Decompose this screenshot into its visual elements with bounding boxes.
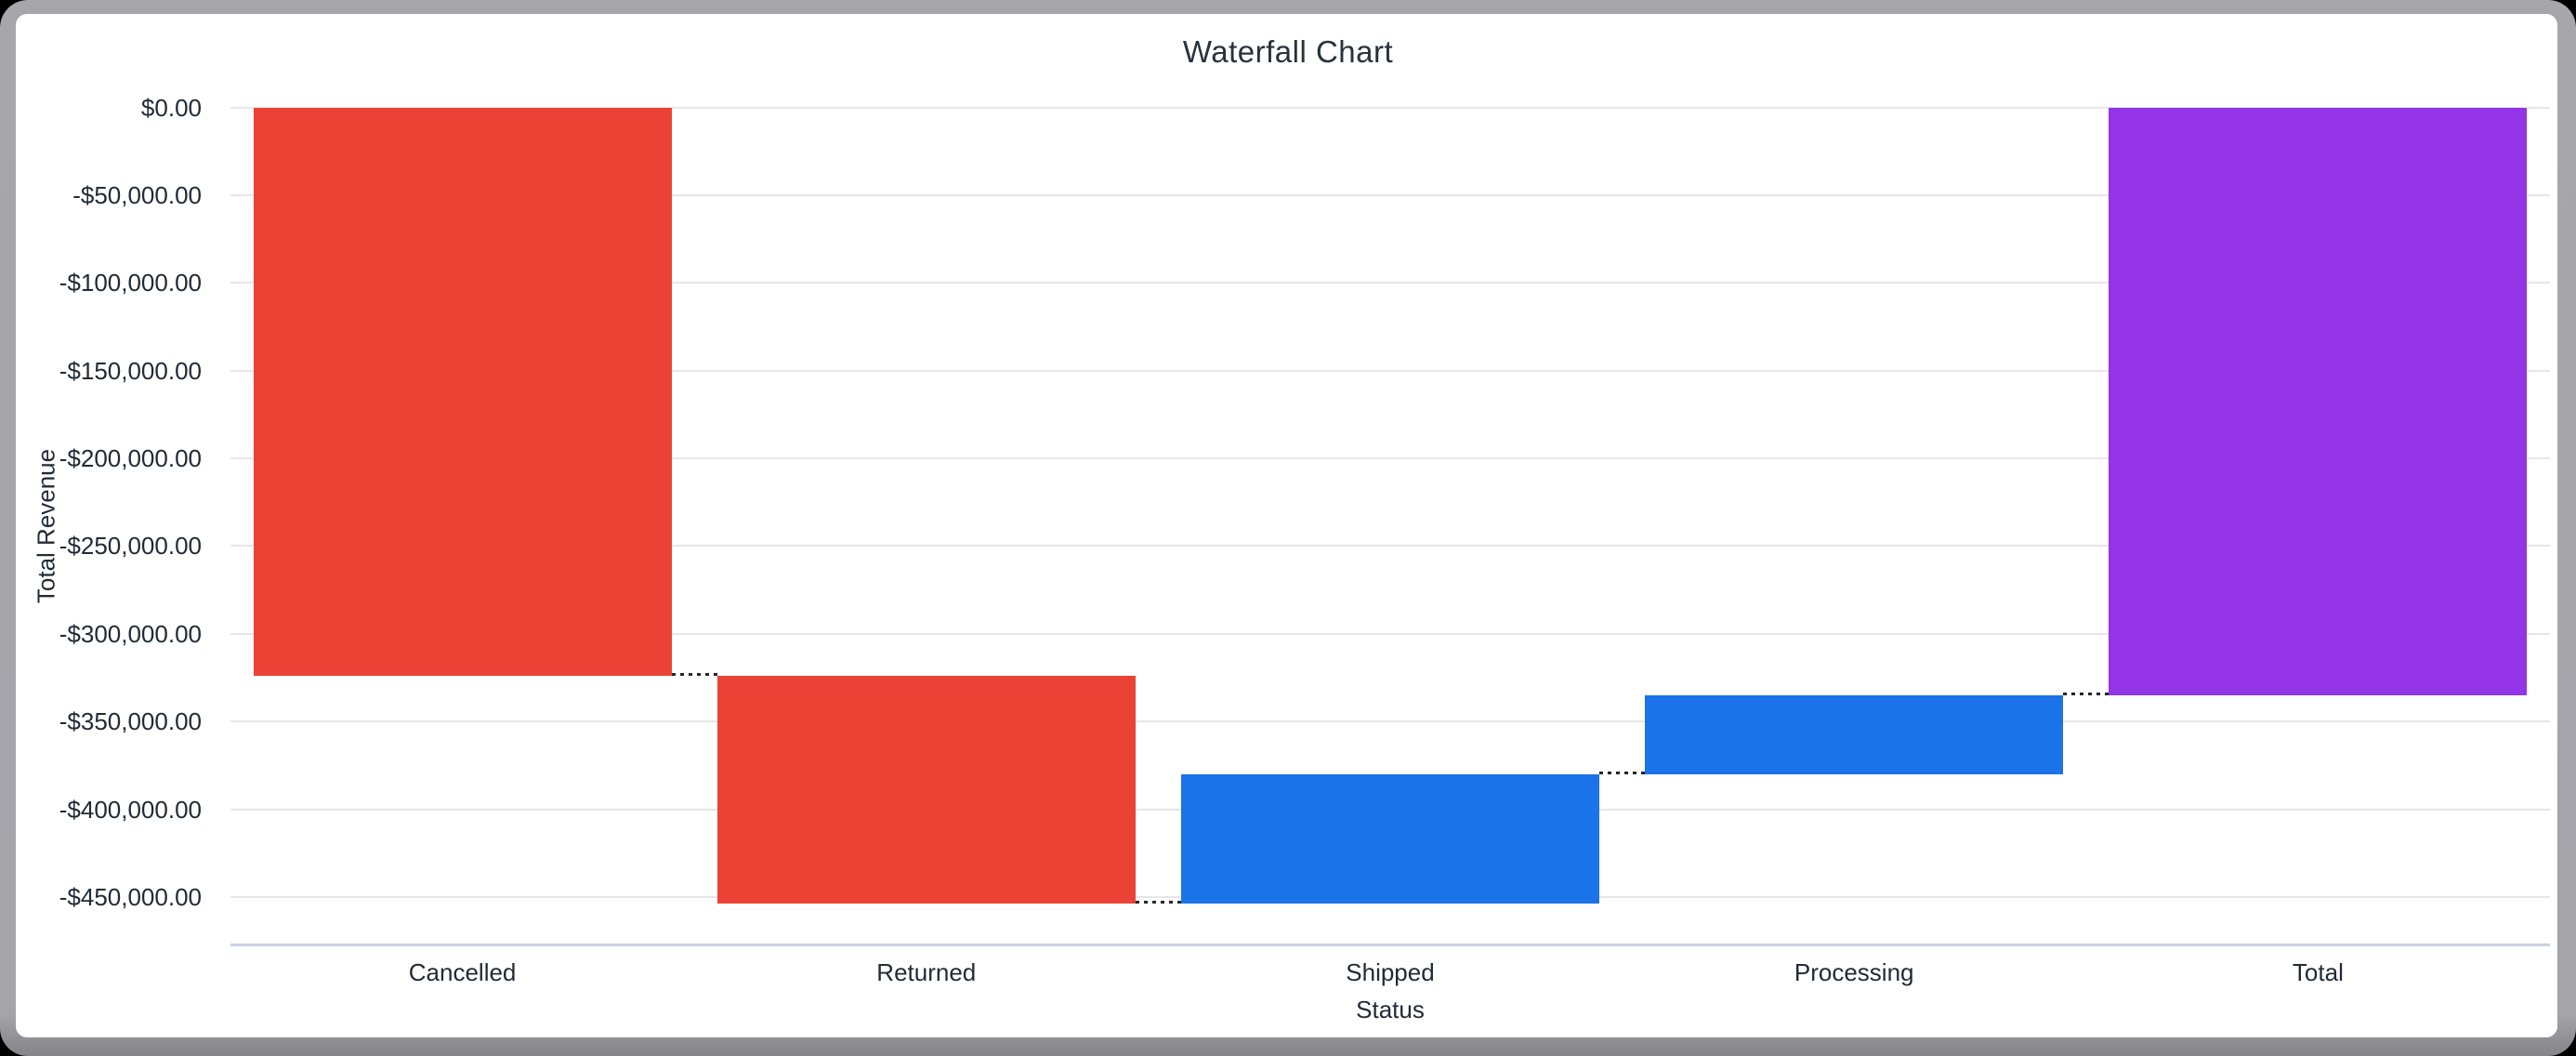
waterfall-bar-cancelled[interactable] <box>253 107 672 677</box>
chart-title: Waterfall Chart <box>1182 34 1394 69</box>
gridline <box>230 545 2550 548</box>
waterfall-bar-processing[interactable] <box>1645 694 2064 774</box>
y-axis-tick-label: -$300,000.00 <box>59 619 202 648</box>
gridline <box>230 106 2550 109</box>
y-axis-tick-label: -$200,000.00 <box>59 444 202 473</box>
y-axis-tick-label: -$250,000.00 <box>59 532 202 561</box>
waterfall-bar-total[interactable] <box>2109 107 2528 695</box>
y-axis-tick-label: -$100,000.00 <box>59 269 202 297</box>
x-axis-title: Status <box>1356 996 1425 1023</box>
y-axis-tick-label: -$50,000.00 <box>72 180 202 209</box>
x-axis-baseline <box>230 944 2550 946</box>
waterfall-connector <box>671 673 717 677</box>
y-axis-tick-label: -$350,000.00 <box>59 707 202 736</box>
y-axis-tick-label: -$150,000.00 <box>59 356 202 385</box>
x-axis-category-label: Total <box>2292 958 2344 986</box>
waterfall-bar-returned[interactable] <box>716 676 1136 904</box>
x-axis-category-label: Cancelled <box>408 958 517 986</box>
gridline <box>230 369 2550 372</box>
gridline <box>230 193 2550 196</box>
x-axis-category-label: Returned <box>876 958 977 986</box>
gridline <box>230 632 2550 635</box>
gridline <box>230 720 2550 723</box>
y-axis-tick-label: $0.00 <box>140 93 202 122</box>
waterfall-connector <box>2063 692 2109 695</box>
y-axis-tick-label: -$450,000.00 <box>59 882 202 911</box>
waterfall-connector <box>1599 771 1646 774</box>
waterfall-bar-shipped[interactable] <box>1181 773 1599 904</box>
gridline <box>230 457 2550 460</box>
x-axis-category-label: Processing <box>1794 958 1914 986</box>
y-axis-tick-label: -$400,000.00 <box>59 795 202 824</box>
waterfall-connector <box>1135 901 1181 904</box>
x-axis-category-label: Shipped <box>1346 958 1435 986</box>
gridline <box>230 282 2550 284</box>
